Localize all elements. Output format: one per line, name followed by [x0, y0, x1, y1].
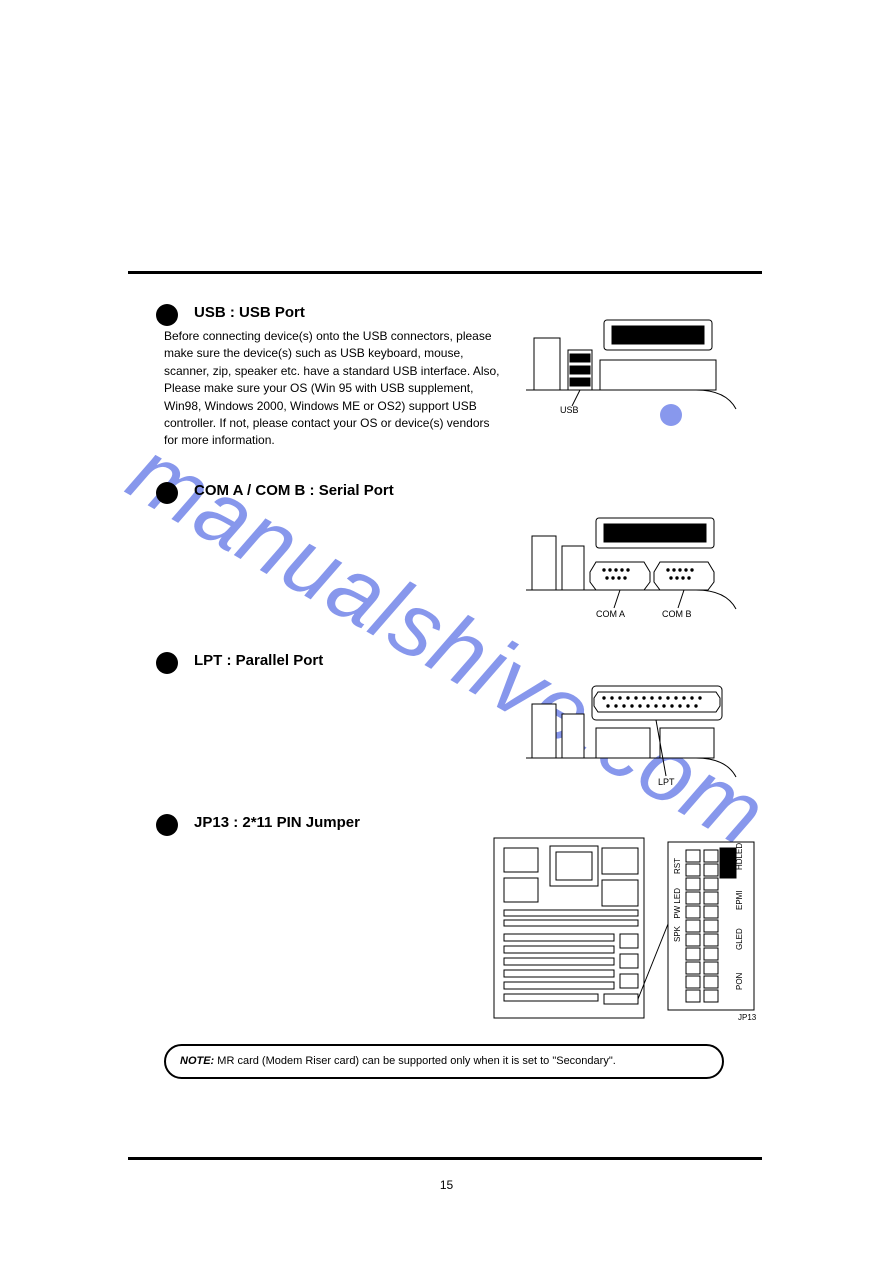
pin-label: GLED [735, 928, 744, 950]
page-number: 15 [0, 1178, 893, 1192]
section-heading-jp13: JP13 : 2*11 PIN Jumper [194, 814, 360, 831]
note-box: NOTE: MR card (Modem Riser card) can be … [164, 1044, 724, 1079]
bullet-icon [156, 814, 178, 836]
pin-label: PON [735, 972, 744, 990]
note-prefix: NOTE: [180, 1055, 214, 1067]
pin-label: EPMI [735, 890, 744, 910]
bullet-icon [156, 304, 178, 326]
figure-lpt-label: LPT [658, 777, 675, 787]
figure-com-label-a: COM A [596, 609, 625, 619]
pin-label: RST [673, 858, 682, 874]
bullet-icon [156, 652, 178, 674]
pin-label: SPK [673, 925, 682, 942]
pin-ref-label: JP13 [738, 1013, 757, 1022]
figure-jp13: + + + RST PW LED SPK HDLED EPMI GLED PON… [490, 834, 760, 1024]
section-heading-com: COM A / COM B : Serial Port [194, 482, 394, 499]
figure-com: COM A COM B [526, 504, 756, 624]
section-body-usb: Before connecting device(s) onto the USB… [164, 328, 504, 450]
pin-label: PW LED [673, 888, 682, 919]
figure-lpt: LPT [526, 672, 756, 792]
svg-text:+: + [676, 979, 681, 988]
bullet-icon [156, 482, 178, 504]
section-heading-lpt: LPT : Parallel Port [194, 652, 323, 669]
page: manualshive.com USB : USB Port Before co… [0, 0, 893, 1263]
figure-usb: USB [526, 304, 756, 414]
figure-usb-label: USB [560, 405, 579, 414]
note-text: MR card (Modem Riser card) can be suppor… [217, 1055, 615, 1067]
content-frame: USB : USB Port Before connecting device(… [128, 271, 762, 1160]
section-heading-usb: USB : USB Port [194, 304, 305, 321]
figure-com-label-b: COM B [662, 609, 692, 619]
pin-label: HDLED [735, 843, 744, 870]
